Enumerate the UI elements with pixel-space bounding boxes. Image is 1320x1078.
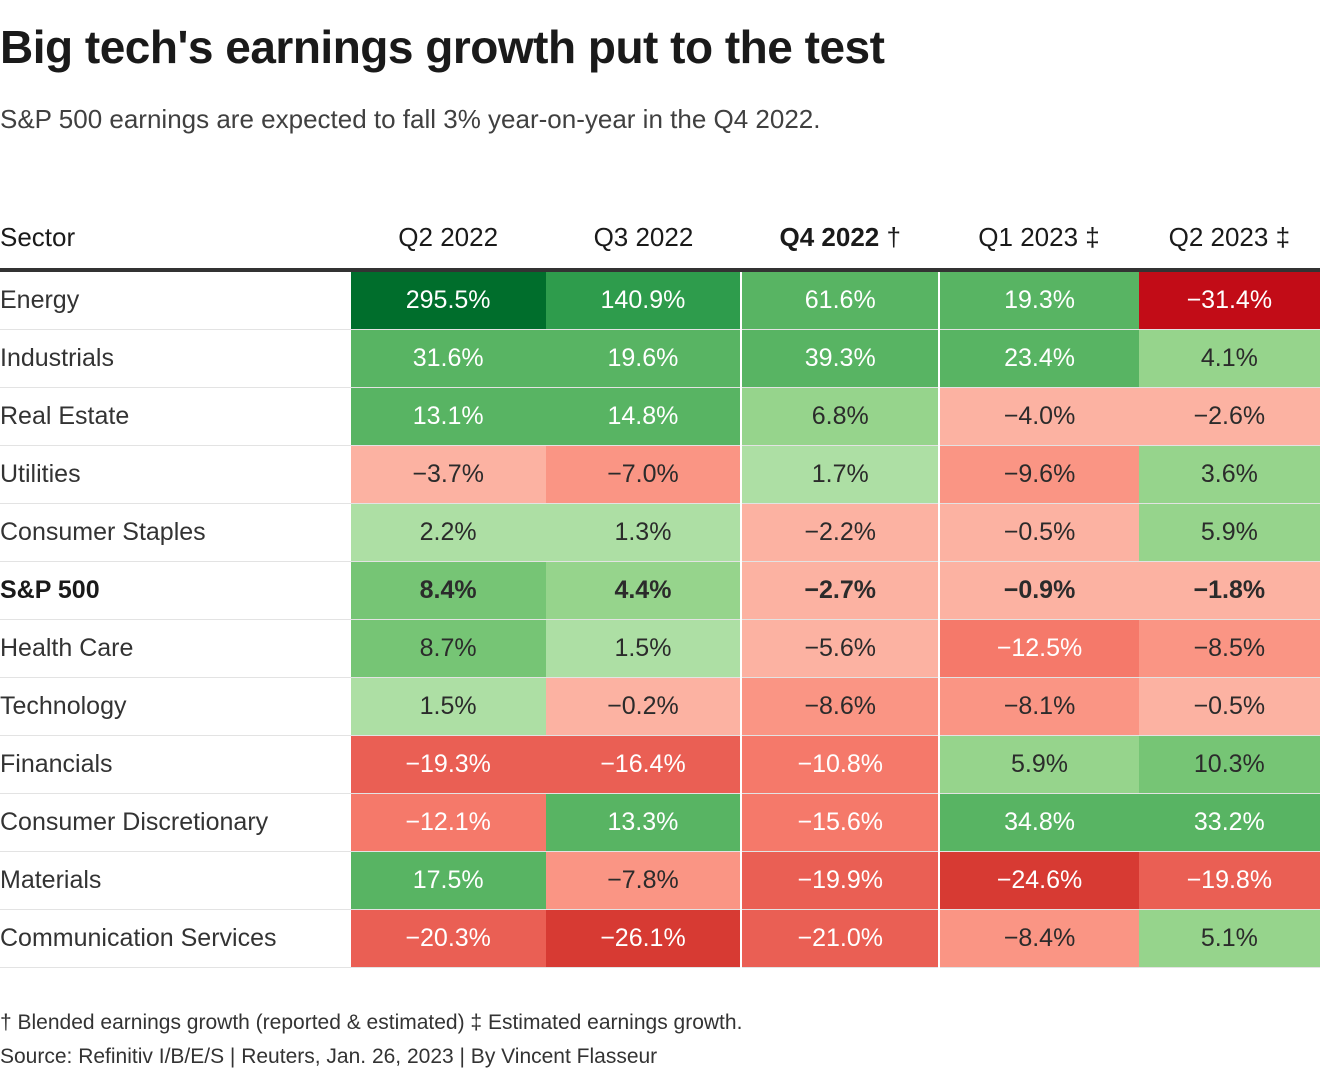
chart-subtitle: S&P 500 earnings are expected to fall 3%… [0, 104, 821, 134]
heat-cell: −4.0% [938, 387, 1139, 446]
heat-cell: 10.3% [1138, 735, 1320, 794]
table-row: Real Estate 13.1% 14.8% 6.8% −4.0% −2.6% [0, 387, 1320, 446]
heat-cell: −20.3% [350, 909, 546, 968]
sector-label: Industrials [0, 329, 351, 388]
heat-cell: 39.3% [740, 329, 940, 388]
heat-cell: −0.5% [938, 503, 1139, 562]
sector-label: Financials [0, 735, 351, 794]
heat-cell: 31.6% [350, 329, 546, 388]
heat-cell: −9.6% [938, 445, 1139, 504]
table-body: Energy 295.5% 140.9% 61.6% 19.3% −31.4% Indust… [0, 270, 1320, 968]
heat-cell: 17.5% [350, 851, 546, 910]
heat-cell: −0.9% [938, 561, 1139, 620]
sector-label: Technology [0, 677, 351, 736]
heat-cell: 61.6% [740, 270, 940, 330]
heat-cell: 5.9% [1138, 503, 1320, 562]
sector-label: Energy [0, 270, 351, 330]
heat-cell: 34.8% [938, 793, 1139, 852]
heat-cell: 2.2% [350, 503, 546, 562]
sector-label: S&P 500 [0, 561, 351, 620]
sector-label: Health Care [0, 619, 351, 678]
table-row: Communication Services −20.3% −26.1% −21.0%… [0, 909, 1320, 968]
heat-cell: 1.3% [545, 503, 742, 562]
q4-2022-label: Q4 2022 [779, 221, 880, 252]
column-header-q2-2023: Q2 2023 ‡ [1138, 206, 1320, 272]
heat-cell: −8.5% [1138, 619, 1320, 678]
heat-cell: −31.4% [1138, 270, 1320, 330]
sector-label: Materials [0, 851, 351, 910]
heat-cell: −12.1% [350, 793, 546, 852]
heat-cell: 1.7% [740, 445, 940, 504]
heat-cell: −2.6% [1138, 387, 1320, 446]
column-header-q1-2023: Q1 2023 ‡ [939, 206, 1139, 272]
sector-label: Consumer Discretionary [0, 793, 351, 852]
column-header-sector: Sector [0, 206, 351, 272]
heat-cell: −10.8% [740, 735, 940, 794]
chart-title: Big tech's earnings growth put to the te… [0, 21, 885, 73]
heat-cell: −21.0% [740, 909, 940, 968]
heat-cell: 1.5% [350, 677, 546, 736]
heat-cell: 14.8% [545, 387, 742, 446]
heat-cell: −8.4% [938, 909, 1139, 968]
table-row: Financials −19.3% −16.4% −10.8% 5.9% 10.3% [0, 735, 1320, 794]
dagger-mark: † [886, 221, 901, 252]
table-row: Consumer Staples 2.2% 1.3% −2.2% −0.5% 5.9% [0, 503, 1320, 562]
heat-cell: −16.4% [545, 735, 742, 794]
heat-cell: −1.8% [1138, 561, 1320, 620]
heat-cell: −19.9% [740, 851, 940, 910]
heat-cell: 23.4% [938, 329, 1139, 388]
heat-cell: 140.9% [545, 270, 742, 330]
table-row: Industrials 31.6% 19.6% 39.3% 23.4% 4.1% [0, 329, 1320, 388]
heat-cell: 5.9% [938, 735, 1139, 794]
heat-cell: −2.7% [740, 561, 940, 620]
heat-cell: −2.2% [740, 503, 940, 562]
heat-cell: −15.6% [740, 793, 940, 852]
heat-cell: −7.8% [545, 851, 742, 910]
table-row: Materials 17.5% −7.8% −19.9% −24.6% −19.8% [0, 851, 1320, 910]
column-header-q4-2022: Q4 2022 † [741, 206, 940, 272]
heat-cell: 8.4% [350, 561, 546, 620]
header-row: Sector Q2 2022 Q3 2022 Q4 2022 † Q1 2023… [0, 206, 1320, 272]
heat-cell: −7.0% [545, 445, 742, 504]
table-row: Energy 295.5% 140.9% 61.6% 19.3% −31.4% [0, 270, 1320, 330]
heat-cell: −8.1% [938, 677, 1139, 736]
sector-label: Consumer Staples [0, 503, 351, 562]
heatmap-table: Sector Q2 2022 Q3 2022 Q4 2022 † Q1 2023… [0, 206, 1320, 968]
table-row: Consumer Discretionary −12.1% 13.3% −15.6% 3… [0, 793, 1320, 852]
heat-cell: −12.5% [938, 619, 1139, 678]
heat-cell: 6.8% [740, 387, 940, 446]
heat-cell: 19.6% [545, 329, 742, 388]
table-row: Health Care 8.7% 1.5% −5.6% −12.5% −8.5% [0, 619, 1320, 678]
heat-cell: 295.5% [350, 270, 546, 330]
sector-label: Real Estate [0, 387, 351, 446]
heat-cell: 5.1% [1138, 909, 1320, 968]
heat-cell: 19.3% [938, 270, 1139, 330]
table-row: Utilities −3.7% −7.0% 1.7% −9.6% 3.6% [0, 445, 1320, 504]
heat-cell: −8.6% [740, 677, 940, 736]
heat-cell: −19.3% [350, 735, 546, 794]
table-row: Technology 1.5% −0.2% −8.6% −8.1% −0.5% [0, 677, 1320, 736]
heat-cell: −3.7% [350, 445, 546, 504]
heat-cell: −19.8% [1138, 851, 1320, 910]
sector-label: Utilities [0, 445, 351, 504]
heat-cell: 33.2% [1138, 793, 1320, 852]
heat-cell: −24.6% [938, 851, 1139, 910]
heat-cell: −0.2% [545, 677, 742, 736]
heat-cell: 4.4% [545, 561, 742, 620]
heat-cell: 8.7% [350, 619, 546, 678]
heat-cell: 3.6% [1138, 445, 1320, 504]
source-line: Source: Refinitiv I/B/E/S | Reuters, Jan… [0, 1045, 658, 1068]
heat-cell: 13.1% [350, 387, 546, 446]
column-header-q3-2022: Q3 2022 [545, 206, 742, 272]
heat-cell: 4.1% [1138, 329, 1320, 388]
heat-cell: −5.6% [740, 619, 940, 678]
heat-cell: 1.5% [545, 619, 742, 678]
heat-cell: −0.5% [1138, 677, 1320, 736]
heat-cell: −26.1% [545, 909, 742, 968]
column-header-q2-2022: Q2 2022 [350, 206, 546, 272]
footnote: † Blended earnings growth (reported & es… [0, 1011, 743, 1034]
heat-cell: 13.3% [545, 793, 742, 852]
table-row: S&P 500 8.4% 4.4% −2.7% −0.9% −1.8% [0, 561, 1320, 620]
sector-label: Communication Services [0, 909, 351, 968]
